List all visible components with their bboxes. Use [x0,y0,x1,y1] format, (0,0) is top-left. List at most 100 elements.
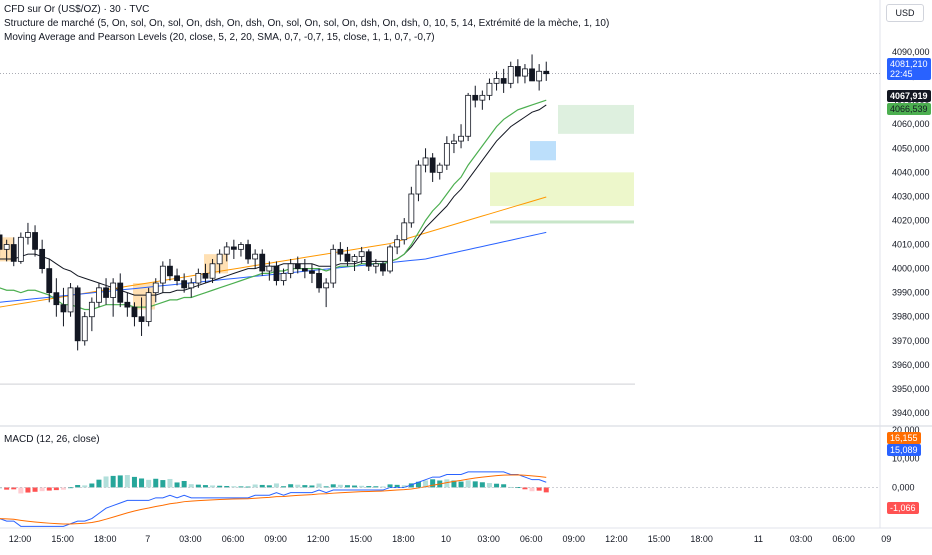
fvg-zone-small [490,220,634,224]
candle-body [365,251,372,267]
x-tick-label: 15:00 [51,534,74,544]
macd-histogram-bar [224,485,230,488]
candle-body [507,66,514,84]
x-tick-label: 12:00 [605,534,628,544]
candle-body [415,164,422,195]
axis-layer: 4090,0004080,0004070,0004060,0004050,000… [9,47,930,544]
candle-body [188,282,195,289]
macd-histogram-bar [174,482,180,488]
macd-histogram-bar [18,487,24,494]
candle-body [159,265,166,284]
candle-body [103,287,109,298]
macd-histogram-bar [309,485,315,488]
moving-averages [0,99,547,311]
candle-body [408,193,415,224]
y-tick-label: 4010,000 [892,240,930,250]
candle-body [230,246,237,250]
x-tick-label: 09:00 [563,534,586,544]
macd-histogram-bar [359,485,365,488]
macd-histogram-bar [465,480,471,488]
candle-body [32,232,38,250]
candle-body [451,140,457,144]
candle-body [96,287,102,303]
macd-histogram-bar [245,486,251,488]
macd-histogram-bar [330,484,336,488]
macd-histogram-bar [529,487,535,492]
currency-button[interactable]: USD [886,4,924,22]
symbol-title[interactable]: CFD sur Or (US$/OZ) · 30 · TVC [4,4,150,15]
macd-histogram-bar [210,485,216,488]
macd-histogram-bar [430,479,436,488]
macd-histogram-bar [536,487,542,491]
candle-body [88,301,95,318]
candle-body [238,244,244,250]
macd-histogram-bar [146,479,152,488]
macd-histogram-bar [110,475,116,488]
zone-layer [0,104,634,310]
candle-body [124,301,131,308]
candle-body [252,253,259,260]
ma-orange-line [0,196,547,308]
candle-body [273,265,280,282]
x-tick-label: 03:00 [790,534,813,544]
macd-histogram-bar [0,487,3,489]
candle-body [266,265,273,272]
candle-body [479,94,486,101]
indicator-market-structure-label[interactable]: Structure de marché (5, On, sol, On, sol… [4,18,610,29]
macd-histogram-bar [202,485,208,488]
candle-body [493,78,500,84]
macd-indicator-label[interactable]: MACD (12, 26, close) [4,434,100,445]
x-tick-label: 15:00 [648,534,671,544]
macd-histogram-bar [53,487,59,491]
indicator-ma-pearson-label[interactable]: Moving Average and Pearson Levels (20, c… [4,32,435,43]
candle-body [372,263,379,267]
candle-body [110,282,117,298]
green-ma-price-label: 4066,539 [887,103,931,115]
macd-histogram-bar [68,487,74,489]
macd-histogram-bar [252,484,258,488]
macd-histogram-bar [181,480,187,488]
x-tick-label: 03:00 [477,534,500,544]
macd-histogram-bar [344,485,350,488]
x-tick-label: 06:00 [832,534,855,544]
macd-histogram-bar [373,486,379,488]
macd-histogram-bar [231,486,237,488]
candle-body [514,66,521,77]
macd-histogram-bar [415,481,421,488]
macd-histogram-bar [486,483,492,488]
y-tick-label: 3950,000 [892,384,930,394]
macd-histogram-bar [89,483,95,488]
candle-body [223,246,230,255]
macd-histogram-bar [508,486,514,488]
candle-body [472,94,479,101]
candle-body [443,143,450,166]
macd-histogram-bar [60,487,66,490]
macd-histogram-bar [117,475,123,488]
candle-body [60,304,67,313]
candle-body [536,70,543,82]
fvg-zone-upper [558,104,634,134]
macd-signal-value-label: 16,155 [887,432,921,444]
candle-body [401,222,408,241]
candle-body [53,292,60,306]
macd-histogram-bar [380,486,386,488]
macd-histogram-bar [451,480,457,488]
macd-histogram-bar [153,478,159,488]
macd-histogram-bar [522,487,528,490]
y-tick-label: 3990,000 [892,288,930,298]
candle-body [394,239,401,248]
macd-histogram-bar [458,481,464,488]
macd-histogram-bar [46,487,52,491]
last-price-label: 4081,210 22:45 [887,58,931,80]
macd-histogram-bar [82,485,88,488]
macd-histogram-bar [387,484,393,488]
macd-histogram-bar [323,486,329,488]
x-tick-label: 09 [881,534,891,544]
macd-pane [0,471,880,527]
x-tick-label: 06:00 [222,534,245,544]
macd-histogram-bar [266,485,272,488]
candle-body [344,253,351,262]
candle-body [46,268,53,294]
